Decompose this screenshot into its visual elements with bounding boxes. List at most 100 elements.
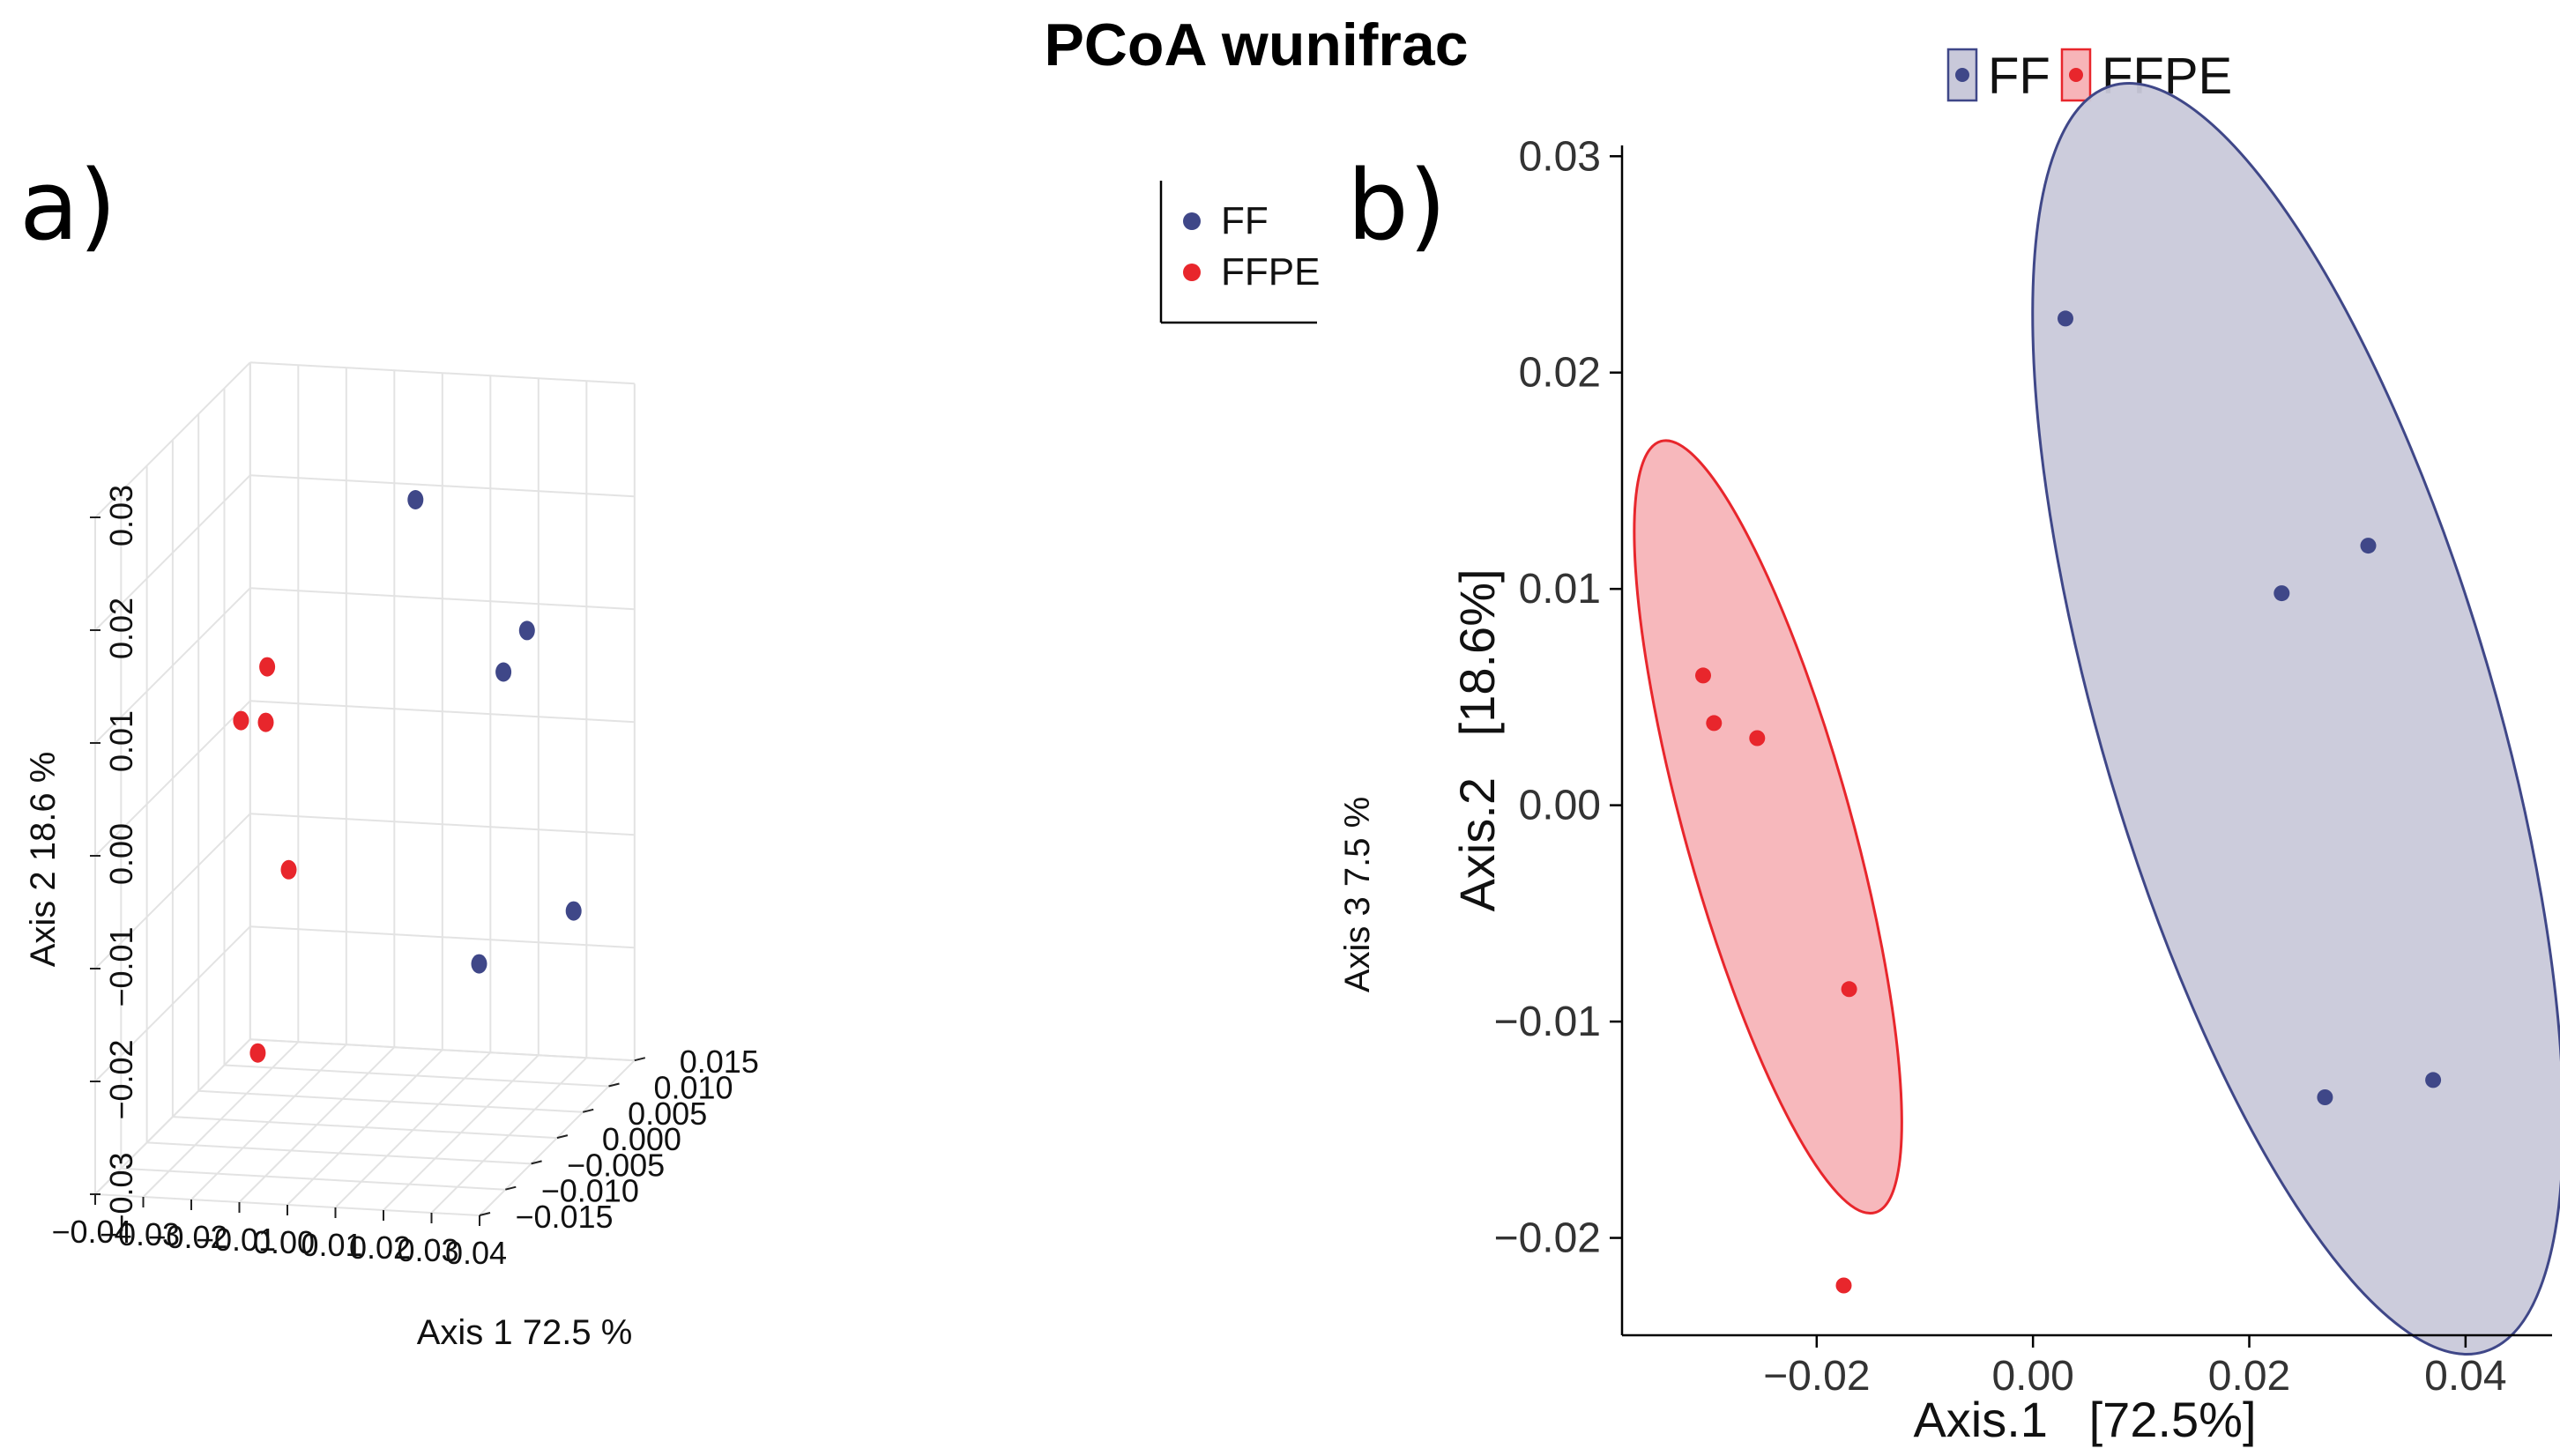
panel-a-xtick-0-00: 0.00 [253,1224,315,1260]
panel-b-ylabel: Axis.2 [18.6%] [1449,568,1505,911]
panel-a-xtick-neg0-01: −0.01 [196,1222,276,1258]
panel-b-legend-ff-label: FF [1988,48,2050,105]
panel-b-ticks: −0.02 0.00 0.02 0.04 −0.02 −0.01 0.00 0.01 0.02 0… [1494,133,2507,1400]
panel-a-point-ffpe [233,710,249,731]
panel-a-xtick-0-02: 0.02 [349,1229,411,1266]
panel-a-xtick-neg0-02: −0.02 [147,1219,227,1255]
panel-b-xtick-0-02: 0.02 [2208,1353,2290,1400]
panel-b-point-ff [2058,310,2073,327]
panel-a-ztick-mark [556,1134,569,1140]
panel-b-point-ff [2425,1072,2442,1088]
panel-b-ytick-0-00: 0.00 [1519,783,1601,829]
panel-a-point-ff [518,620,535,641]
panel-a-xtick-neg0-03: −0.03 [100,1216,180,1252]
panel-b-ellipse-ffpe [1633,439,1903,1215]
panel-a-point-ff [495,662,512,682]
panel-a-gridline [172,1116,557,1140]
panel-a-legend-ff-marker [1183,212,1201,230]
panel-a-ticks: −0.04−0.03−0.02−0.010.000.010.020.030.04… [51,485,758,1271]
panel-b-point-ffpe [1841,981,1857,998]
panel-a-ztick-mark [505,1185,517,1191]
panel-b-ellipses [1633,82,2560,1356]
panel-a-point-ff [565,901,582,921]
panel-a-point-ffpe [249,1043,266,1063]
panel-b-legend-ff-dot [1955,68,1969,82]
panel-b-label: b) [1347,149,1447,262]
panel-a-gridline [249,700,635,724]
panel-a-gridline [249,1038,635,1062]
panel-a-legend-ffpe-label: FFPE [1221,250,1320,293]
panel-a-gridline [146,1141,532,1165]
panel-a-point-ffpe [259,657,276,677]
panel-b-point-ff [2273,585,2290,602]
panel-a-xlabel: Axis 1 72.5 % [417,1313,633,1352]
panel-b-legend-ffpe-dot [2069,68,2083,82]
panel-a-gridline [249,925,635,949]
panel-a-ytick-0-03: 0.03 [103,485,139,546]
panel-a-ztick-mark [608,1082,620,1088]
panel-a-gridline [249,587,635,611]
panel-b-point-ffpe [1749,730,1766,747]
panel-a-ztick-neg0-005: −0.005 [567,1147,665,1183]
panel-b-ytick-neg0-02: −0.02 [1494,1215,1601,1262]
panel-b-point-ffpe [1695,667,1711,684]
panel-a-points [233,490,582,1063]
panel-a-point-ffpe [257,712,274,732]
panel-a-gridline [249,474,635,498]
panel-b-xtick-neg0-02: −0.02 [1763,1353,1870,1400]
panel-a-ztick-neg0-015: −0.015 [515,1199,613,1235]
panel-a-ztick-0-005: 0.005 [628,1096,707,1132]
panel-b-ytick-0-02: 0.02 [1519,350,1601,397]
panel-a-ytick-0-00: 0.00 [103,823,139,885]
panel-b-point-ffpe [1835,1277,1852,1294]
panel-b-ytick-neg0-01: −0.01 [1494,999,1601,1045]
panel-a-xtick-0-03: 0.03 [397,1232,458,1268]
panel-b-2d-scatter: FF FFPE −0.02 0.00 0.02 0.04−0.02−0.010.000… [1449,48,2560,1447]
panel-a-gridline [224,1064,609,1088]
panel-a-gridline [249,361,635,385]
panel-b-ytick-0-01: 0.01 [1519,566,1601,613]
panel-a-grid [94,361,636,1216]
panel-a-point-ff [407,490,424,509]
panel-b-xtick-0-00: 0.00 [1991,1353,2073,1400]
panel-a-legend-ff-label: FF [1221,199,1269,242]
panel-b-point-ff [2360,538,2377,554]
panel-b-xlabel: Axis.1 [72.5%] [1913,1392,2256,1447]
panel-a-point-ff [471,954,487,974]
panel-a-label: a) [19,149,117,262]
panel-a-ylabel: Axis 2 18.6 % [24,752,63,968]
panel-a-gridline [198,1089,584,1113]
panel-a-ytick-neg0-01: −0.01 [103,926,139,1007]
panel-b-xtick-0-04: 0.04 [2424,1353,2506,1400]
panel-b-ellipse-ff [2031,82,2560,1356]
panel-a-xtick-0-01: 0.01 [301,1227,362,1263]
panel-b-points [1695,310,2442,1294]
panel-a-gridline [249,813,635,836]
panel-a-ytick-neg0-02: −0.02 [103,1039,139,1119]
panel-a-ytick-0-01: 0.01 [103,710,139,772]
panel-a-ztick-0-015: 0.015 [680,1044,759,1080]
panel-a-ztick-0-000: 0.000 [602,1121,681,1157]
panel-a-ztick-mark [531,1160,542,1165]
panel-a-xtick-neg0-04: −0.04 [51,1214,131,1250]
panel-a-ztick-mark [479,1212,491,1216]
panel-a-ztick-0-010: 0.010 [653,1070,733,1106]
panel-b-point-ffpe [1706,715,1723,732]
panel-a-ztick-neg0-010: −0.010 [541,1173,639,1209]
panel-a-ztick-mark [634,1057,646,1062]
panel-a-legend-ffpe-marker [1183,264,1201,281]
panel-b-point-ff [2317,1089,2333,1105]
panel-a-legend: FF FFPE [1159,181,1320,324]
panel-b-ytick-0-03: 0.03 [1519,133,1601,180]
panel-b-axes [1620,145,2552,1337]
panel-a-point-ffpe [280,859,297,880]
panel-a-3d-scatter: −0.04−0.03−0.02−0.010.000.010.020.030.04… [24,181,1377,1352]
panel-a-ytick-0-02: 0.02 [103,598,139,659]
panel-a-xtick-0-04: 0.04 [445,1235,507,1271]
panel-a-zlabel: Axis 3 7.5 % [1338,797,1377,992]
figure-title: PCoA wunifrac [1044,11,1469,78]
panel-a-gridline [121,1167,506,1191]
panel-a-ztick-mark [582,1108,594,1113]
panel-a-ytick-neg0-03: −0.03 [103,1152,139,1232]
